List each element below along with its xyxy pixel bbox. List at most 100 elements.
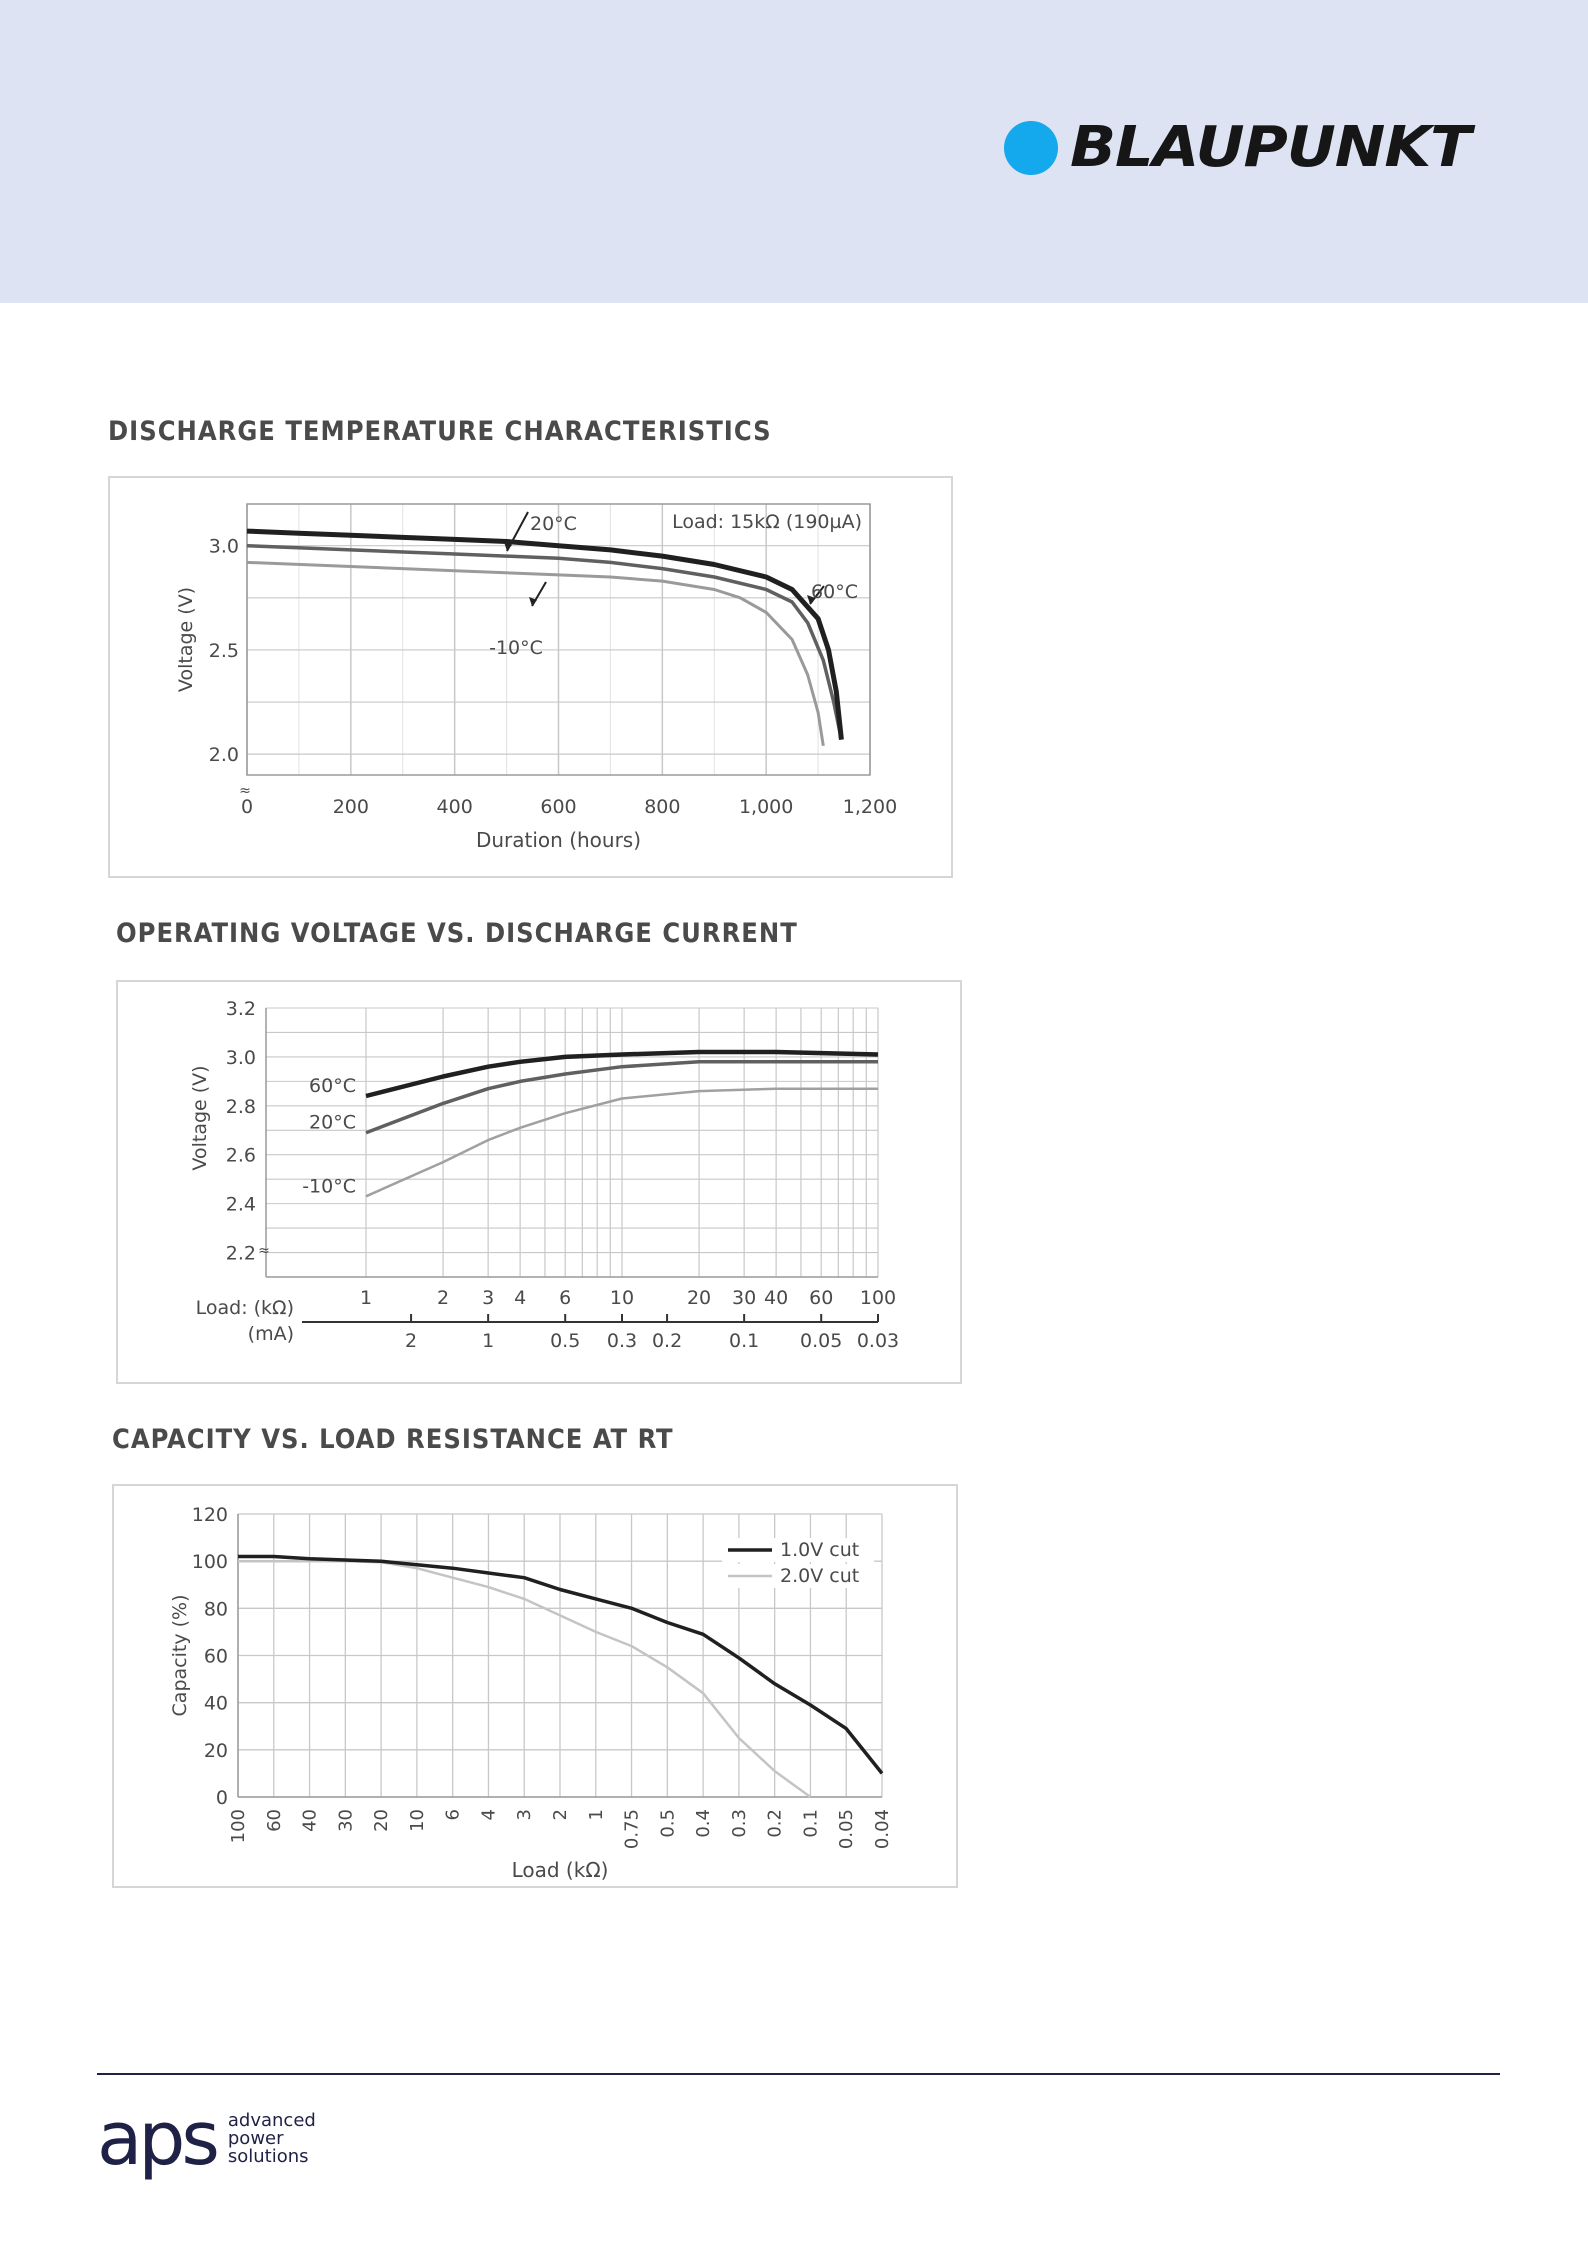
callout-arrowhead	[529, 597, 537, 606]
y-tick-label: 40	[204, 1693, 228, 1715]
series-label: -10°C	[489, 637, 543, 659]
y-tick-label: 2.0	[209, 744, 239, 766]
x-tick-label: 1	[586, 1809, 607, 1820]
callout-arrowhead	[504, 542, 512, 551]
x-tick-label: 400	[437, 796, 473, 818]
series-label: 60°C	[811, 581, 858, 603]
x-tick-label: 4	[478, 1809, 499, 1820]
load-tick-label: 2	[437, 1287, 449, 1309]
load-tick-label: 100	[860, 1287, 896, 1309]
chart-panel-capacity-load: 0 20 40 60 80 100 120 Capacity (%) 100 60 40 30 20 10…	[112, 1484, 958, 1888]
y-tick-label: 3.0	[209, 536, 239, 558]
y-tick-label: 2.2	[226, 1243, 256, 1265]
series-line	[365, 1060, 878, 1135]
current-tick-label: 0.3	[607, 1330, 637, 1352]
y-axis-label: Voltage (V)	[189, 1065, 211, 1170]
x-tick-label: 0.04	[872, 1809, 893, 1849]
legend-label: 2.0V cut	[780, 1565, 859, 1587]
discharge-temperature-chart: ≈0 200 400 600 800 1,000 1,200 2.0 2.5 3.0 Duratio…	[175, 503, 897, 852]
x-tick-label: 1,000	[739, 796, 793, 818]
x-tick-label: 40	[300, 1809, 321, 1832]
x-tick-label: 200	[333, 796, 369, 818]
current-tick-label: 0.2	[652, 1330, 682, 1352]
aps-tagline: advanced power solutions	[228, 2112, 316, 2166]
x-tick-label: 0.1	[800, 1809, 821, 1838]
y-axis-label: Voltage (V)	[175, 587, 197, 692]
chart-panel-discharge-temperature: ≈0 200 400 600 800 1,000 1,200 2.0 2.5 3.0 Duratio…	[108, 476, 953, 878]
x-tick-label: 0.5	[657, 1809, 678, 1838]
axis-break-mark: ≈	[239, 783, 251, 799]
brand-dot-icon	[1004, 121, 1058, 175]
brand-name: BLAUPUNKT	[1070, 115, 1471, 180]
x-axis-label-current: (mA)	[248, 1323, 294, 1345]
load-tick-label: 10	[610, 1287, 634, 1309]
y-tick-label: 0	[216, 1787, 228, 1809]
load-tick-label: 60	[809, 1287, 833, 1309]
aps-tagline-line: power	[227, 2128, 284, 2149]
chart-title-discharge-temperature: DISCHARGE TEMPERATURE CHARACTERISTICS	[108, 416, 772, 447]
x-tick-label: 10	[407, 1809, 428, 1832]
y-tick-label: 2.4	[226, 1194, 256, 1216]
x-tick-label: 0	[241, 796, 253, 818]
load-tick-label: 40	[764, 1287, 788, 1309]
y-tick-label: 60	[204, 1646, 228, 1668]
x-tick-label: 6	[443, 1809, 464, 1820]
aps-tagline-line: solutions	[227, 2146, 309, 2167]
y-tick-label: 3.2	[226, 998, 256, 1020]
x-tick-label: 800	[644, 796, 680, 818]
y-tick-label: 2.6	[226, 1145, 256, 1167]
x-tick-label: 3	[514, 1809, 535, 1820]
x-tick-label: 600	[540, 796, 576, 818]
x-tick-label: 30	[335, 1809, 356, 1832]
aps-tagline-line: advanced	[227, 2110, 316, 2131]
current-tick-label: 0.1	[729, 1330, 759, 1352]
series-line	[365, 1049, 879, 1099]
y-tick-label: 120	[192, 1504, 228, 1526]
load-annotation: Load: 15kΩ (190µA)	[672, 511, 862, 533]
aps-logo: aps advanced power solutions	[97, 2102, 316, 2176]
chart-title-capacity-load: CAPACITY VS. LOAD RESISTANCE AT RT	[112, 1424, 674, 1455]
callout-arrowhead	[807, 595, 815, 604]
series-line	[246, 528, 844, 740]
series-line	[238, 1554, 884, 1775]
current-tick-label: 0.05	[800, 1330, 842, 1352]
plot-frame	[246, 503, 871, 776]
operating-voltage-chart: ≈2.2 2.4 2.6 2.8 3.0 3.2 Voltage (V) 1 2 3 4 6 10 20 3…	[189, 998, 899, 1352]
current-tick-label: 0.5	[550, 1330, 580, 1352]
x-tick-label: 2	[550, 1809, 571, 1820]
load-tick-label: 3	[482, 1287, 494, 1309]
load-tick-label: 20	[687, 1287, 711, 1309]
x-tick-label: 0.05	[836, 1809, 857, 1849]
y-tick-label: 80	[204, 1598, 228, 1620]
x-tick-label: 20	[371, 1809, 392, 1832]
series-label: 20°C	[309, 1112, 356, 1134]
series-line	[365, 1087, 878, 1198]
x-tick-label: 0.75	[622, 1809, 643, 1849]
x-tick-label: 100	[228, 1809, 249, 1843]
x-tick-label: 1,200	[843, 796, 897, 818]
y-tick-label: 100	[192, 1551, 228, 1573]
y-tick-label: 2.8	[226, 1096, 256, 1118]
series-line	[246, 543, 844, 740]
x-tick-label: 0.3	[729, 1809, 750, 1838]
current-tick-label: 0.03	[857, 1330, 899, 1352]
current-tick-label: 2	[405, 1330, 417, 1352]
load-tick-label: 1	[360, 1287, 372, 1309]
chart-panel-operating-voltage: ≈2.2 2.4 2.6 2.8 3.0 3.2 Voltage (V) 1 2 3 4 6 10 20 3…	[116, 980, 962, 1384]
y-tick-label: 20	[204, 1740, 228, 1762]
footer-divider	[97, 2073, 1500, 2075]
x-axis-label: Duration (hours)	[476, 828, 641, 852]
x-axis-label-load: Load: (kΩ)	[196, 1297, 294, 1319]
y-tick-label: 3.0	[226, 1047, 256, 1069]
series-label: -10°C	[302, 1175, 356, 1197]
current-tick-label: 1	[482, 1330, 494, 1352]
load-tick-label: 6	[559, 1287, 571, 1309]
legend-label: 1.0V cut	[780, 1539, 859, 1561]
y-tick-label: 2.5	[209, 640, 239, 662]
header-banner: BLAUPUNKT	[0, 0, 1588, 303]
load-tick-label: 30	[732, 1287, 756, 1309]
series-label: 20°C	[530, 513, 577, 535]
axis-break-mark: ≈	[258, 1243, 270, 1259]
blaupunkt-logo: BLAUPUNKT	[1004, 118, 1471, 178]
